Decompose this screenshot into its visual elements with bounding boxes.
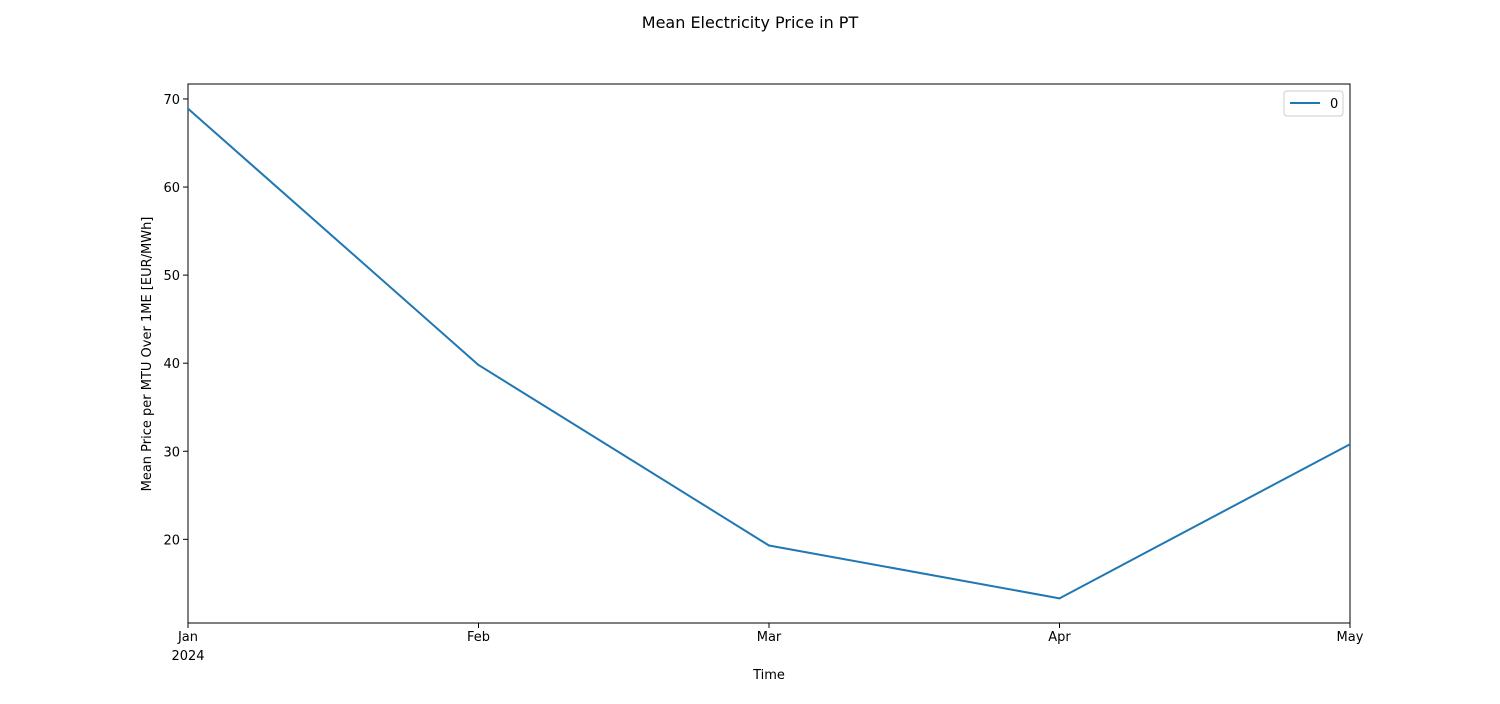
legend: 0	[1283, 90, 1344, 117]
data-point	[1058, 597, 1061, 600]
legend-label: 0	[1330, 97, 1338, 112]
y-tick-label: 60	[163, 181, 180, 196]
plot-area	[187, 83, 1351, 624]
series-layer	[187, 107, 1351, 600]
y-tick-label: 30	[163, 445, 180, 460]
y-tick-label: 40	[163, 357, 180, 372]
y-axis-label: Mean Price per MTU Over 1ME [EUR/MWh]	[140, 217, 155, 492]
y-tick-label: 20	[163, 533, 180, 548]
x-tick-label: May	[1337, 630, 1364, 645]
y-axis: 20 30 40 50 60 70	[163, 93, 188, 548]
x-axis: Jan Feb Mar Apr May 2024	[171, 623, 1364, 664]
y-tick-label: 50	[163, 269, 180, 284]
x-tick-label: Jan	[177, 630, 198, 645]
x-tick-label: Feb	[467, 630, 490, 645]
x-tick-label: Apr	[1048, 630, 1071, 645]
data-point	[477, 363, 480, 366]
series-line	[187, 107, 1351, 600]
chart-title: Mean Electricity Price in PT	[642, 13, 859, 32]
x-tick-label: Mar	[757, 630, 782, 645]
data-point	[768, 544, 770, 547]
x-tick-sublabel: 2024	[171, 649, 204, 664]
y-tick-label: 70	[163, 93, 180, 108]
data-point	[1349, 443, 1351, 446]
data-point	[187, 107, 189, 110]
x-axis-label: Time	[752, 668, 785, 683]
